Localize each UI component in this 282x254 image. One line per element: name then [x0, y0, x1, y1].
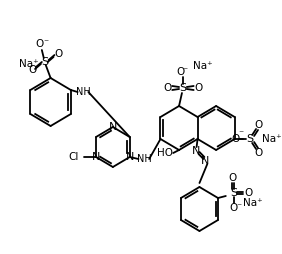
Text: S: S	[230, 188, 237, 198]
Text: N: N	[109, 122, 117, 132]
Text: O: O	[232, 134, 240, 144]
Text: Na⁺: Na⁺	[243, 198, 263, 208]
Text: O: O	[28, 65, 36, 75]
Text: N: N	[201, 156, 210, 166]
Text: S: S	[179, 83, 186, 93]
Text: Na⁺: Na⁺	[262, 134, 281, 144]
Text: ⁻: ⁻	[236, 202, 241, 212]
Text: N: N	[191, 146, 200, 156]
Text: Na⁺: Na⁺	[19, 59, 39, 69]
Text: N: N	[92, 152, 100, 162]
Text: O: O	[54, 49, 63, 59]
Text: N: N	[125, 152, 134, 162]
Text: O: O	[255, 120, 263, 130]
Text: O: O	[255, 148, 263, 158]
Text: O: O	[228, 173, 237, 183]
Text: Na⁺: Na⁺	[193, 61, 212, 71]
Text: ⁻: ⁻	[182, 66, 188, 76]
Text: O: O	[244, 188, 252, 198]
Text: O: O	[194, 83, 203, 93]
Text: S: S	[247, 134, 254, 144]
Text: NH: NH	[137, 154, 152, 164]
Text: S: S	[41, 57, 48, 67]
Text: O: O	[36, 39, 44, 49]
Text: ⁻: ⁻	[238, 129, 243, 139]
Text: O: O	[230, 203, 238, 213]
Text: O: O	[163, 83, 171, 93]
Text: HO: HO	[157, 148, 173, 158]
Text: O: O	[176, 67, 184, 77]
Text: Cl: Cl	[69, 152, 79, 162]
Text: NH: NH	[76, 87, 91, 97]
Text: ⁻: ⁻	[43, 38, 48, 48]
